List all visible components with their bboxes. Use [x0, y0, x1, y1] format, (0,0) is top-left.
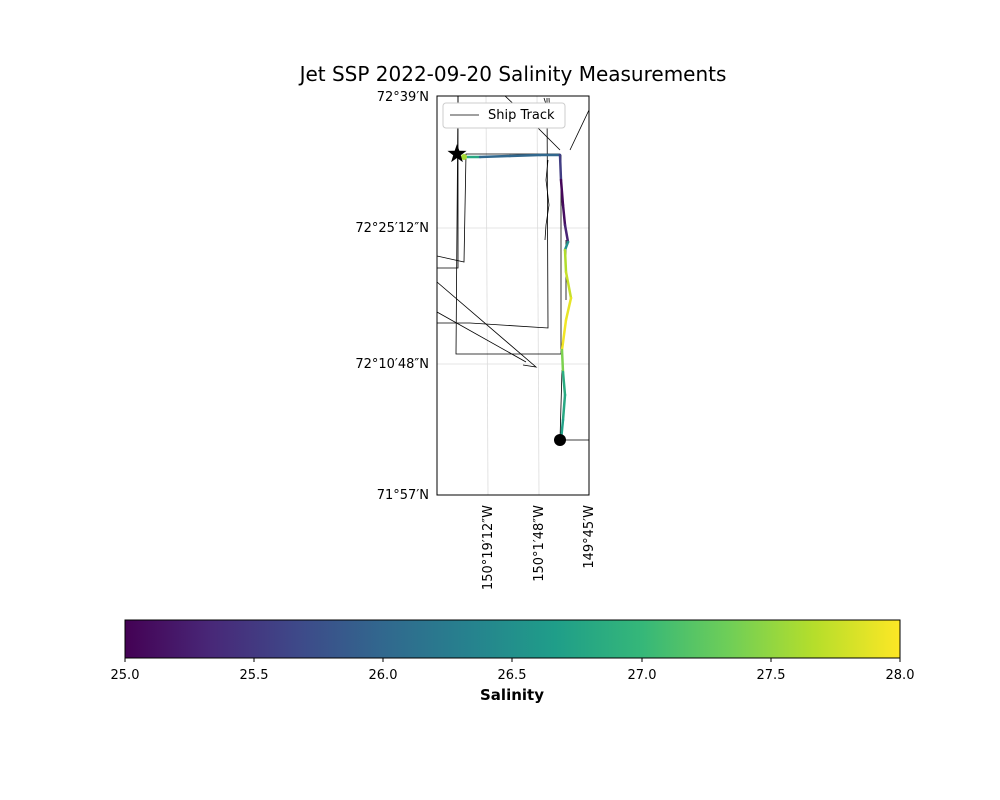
map-border — [436, 95, 590, 496]
map-panel: Ship Track — [436, 95, 590, 496]
salinity-track-segment — [563, 223, 570, 244]
colorbar-label: Salinity — [480, 686, 544, 704]
salinity-track-segment — [560, 318, 568, 352]
gridline-lon-2 — [536, 96, 540, 495]
lon-tick-label: 149°45′W — [582, 505, 597, 569]
salinity-track-segment — [561, 203, 567, 227]
salinity-track — [461, 153, 573, 442]
ship-track-segment — [544, 159, 550, 241]
lat-tick-label: 72°25′12″N — [355, 221, 429, 236]
map-background — [437, 96, 589, 495]
lat-tick-labels: 72°39′N 72°25′12″N 72°10′48″N 71°57′N — [355, 90, 429, 503]
lon-tick-labels: 150°19′12″W 150°1′48″W 149°45′W — [481, 505, 597, 590]
lon-tick-label: 150°19′12″W — [481, 505, 496, 590]
start-star-marker — [447, 144, 467, 163]
salinity-track-segment — [559, 178, 565, 207]
salinity-track-segment — [560, 348, 565, 374]
lon-tick-label: 150°1′48″W — [532, 505, 547, 582]
colorbar: 25.0 25.5 26.0 26.5 27.0 27.5 28.0 Salin… — [111, 619, 915, 704]
lat-tick-label: 72°39′N — [377, 90, 429, 105]
salinity-track-segment — [564, 270, 573, 300]
ship-track-segment — [437, 311, 527, 363]
gridline-lon-1 — [485, 96, 489, 495]
colorbar-tick-label: 27.5 — [757, 668, 786, 683]
end-circle-marker — [554, 434, 566, 446]
salinity-track-segment — [564, 296, 573, 322]
legend: Ship Track — [442, 102, 566, 129]
lat-tick-label: 71°57′N — [377, 488, 429, 503]
salinity-track-segment — [561, 393, 567, 422]
colorbar-ticks — [124, 658, 901, 662]
gridlines — [437, 96, 589, 495]
salinity-track-segment — [558, 153, 563, 182]
legend-box — [442, 102, 566, 129]
colorbar-tick-label: 27.0 — [628, 668, 657, 683]
ship-track-segment — [455, 96, 562, 355]
ship-track-segment — [437, 153, 560, 263]
chart-title: Jet SSP 2022-09-20 Salinity Measurements — [298, 62, 727, 86]
colorbar-gradient — [124, 619, 901, 659]
colorbar-tick-label: 25.5 — [240, 668, 269, 683]
lat-tick-label: 72°10′48″N — [355, 357, 429, 372]
colorbar-tick-label: 25.0 — [111, 668, 140, 683]
salinity-track-segment — [563, 248, 568, 274]
salinity-track-segment — [563, 240, 570, 252]
salinity-track-segment — [561, 370, 567, 397]
colorbar-tick-label: 26.5 — [498, 668, 527, 683]
salinity-track-point — [461, 154, 467, 160]
ship-track-segment — [437, 281, 538, 368]
legend-label-ship-track: Ship Track — [488, 108, 555, 123]
colorbar-tick-label: 26.0 — [369, 668, 398, 683]
salinity-track-segment — [478, 154, 512, 159]
ship-track-segment — [569, 109, 589, 151]
salinity-track-segment — [508, 153, 542, 158]
colorbar-tick-label: 28.0 — [886, 668, 915, 683]
